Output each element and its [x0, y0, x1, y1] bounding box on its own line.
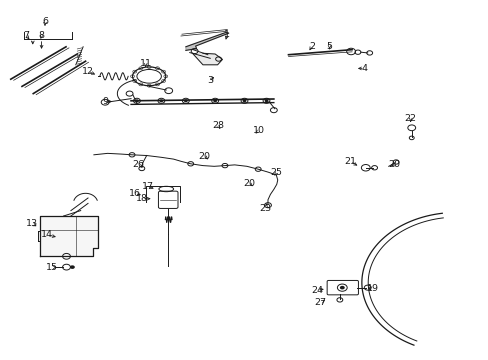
Circle shape — [183, 99, 187, 102]
Text: 6: 6 — [42, 17, 48, 26]
Text: 2: 2 — [308, 41, 314, 50]
Text: 10: 10 — [253, 126, 264, 135]
Text: 12: 12 — [82, 67, 94, 76]
Circle shape — [339, 286, 344, 289]
Text: 13: 13 — [26, 219, 38, 228]
Text: 1: 1 — [224, 30, 230, 39]
Text: 23: 23 — [259, 204, 271, 212]
Text: 20: 20 — [243, 179, 255, 188]
Text: 7: 7 — [23, 31, 29, 40]
Circle shape — [213, 99, 217, 102]
Circle shape — [242, 99, 246, 102]
Text: 16: 16 — [129, 189, 141, 198]
Text: 15: 15 — [46, 263, 58, 272]
Text: 27: 27 — [314, 298, 326, 307]
Text: 26: 26 — [132, 161, 144, 169]
Text: 14: 14 — [41, 230, 53, 239]
Text: 5: 5 — [326, 41, 332, 50]
Circle shape — [159, 99, 163, 102]
Polygon shape — [185, 32, 228, 50]
Text: 4: 4 — [361, 64, 367, 73]
Text: 20: 20 — [387, 161, 399, 169]
Polygon shape — [40, 216, 98, 256]
Text: 20: 20 — [198, 152, 210, 161]
Text: 28: 28 — [212, 122, 224, 130]
Text: 11: 11 — [140, 59, 151, 68]
Text: 3: 3 — [207, 76, 213, 85]
Text: 17: 17 — [142, 182, 153, 191]
Text: 19: 19 — [366, 284, 378, 293]
Text: 9: 9 — [102, 97, 108, 106]
Circle shape — [135, 99, 139, 102]
Text: 18: 18 — [136, 194, 147, 203]
Text: 25: 25 — [270, 168, 282, 177]
Polygon shape — [193, 53, 222, 65]
Text: 21: 21 — [344, 157, 355, 166]
Circle shape — [70, 265, 75, 269]
Text: 22: 22 — [404, 114, 416, 123]
Text: 24: 24 — [310, 286, 322, 294]
Circle shape — [264, 99, 268, 102]
Text: 8: 8 — [39, 31, 44, 40]
